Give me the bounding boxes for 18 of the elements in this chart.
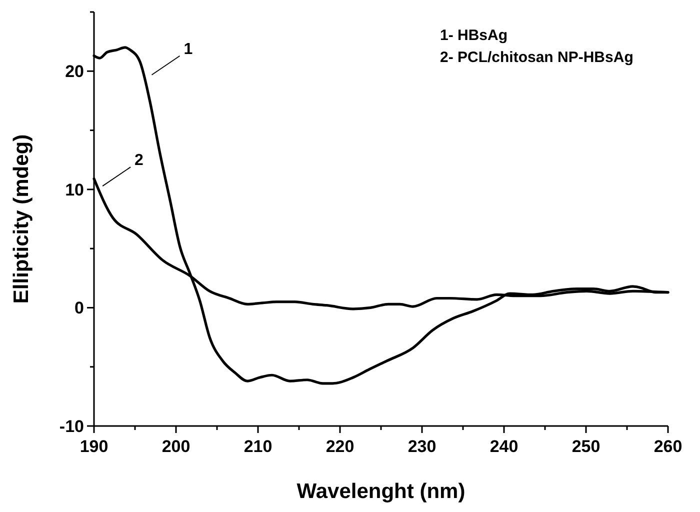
y-tick-label: -10 <box>59 417 84 436</box>
x-tick-label: 230 <box>408 437 436 456</box>
y-tick-label: 0 <box>74 298 84 318</box>
x-tick-label: 260 <box>654 437 682 456</box>
y-axis-title: Ellipticity (mdeg) <box>10 134 33 304</box>
x-tick-label: 250 <box>572 437 600 456</box>
y-tick-label: 10 <box>65 180 84 200</box>
x-tick-label: 240 <box>490 437 518 456</box>
y-tick-label: 20 <box>65 62 84 82</box>
x-tick-label: 210 <box>244 437 272 456</box>
x-axis-title: Wavelenght (nm) <box>296 480 466 503</box>
annotation: 2 <box>134 152 144 170</box>
annotation: 1- HBsAg <box>440 27 508 44</box>
x-tick-label: 190 <box>80 437 108 456</box>
annotation: 1 <box>184 40 193 58</box>
annotation: 2- PCL/chitosan NP-HBsAg <box>440 49 634 66</box>
x-tick-label: 220 <box>326 437 354 456</box>
x-tick-label: 200 <box>162 437 190 456</box>
